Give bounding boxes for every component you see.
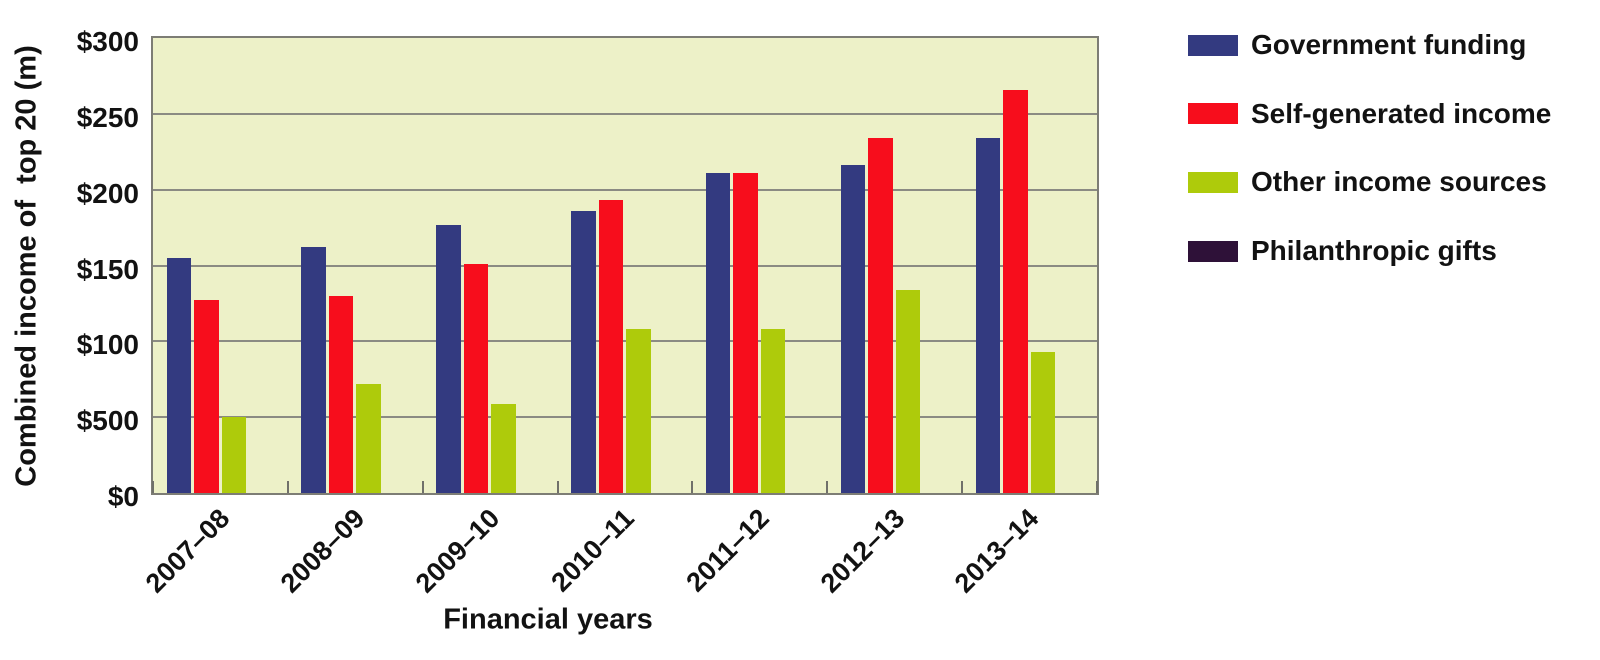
legend-label: Self-generated income: [1251, 97, 1552, 129]
bar-other-income-sources-2011-12: [760, 329, 786, 493]
bar-government-funding-2007-08: [166, 257, 191, 493]
y-tick-label: $500: [76, 405, 139, 437]
legend-label: Other income sources: [1251, 166, 1547, 198]
x-axis-tick: [286, 481, 289, 493]
y-tick-label: $150: [76, 253, 139, 285]
bar-self-generated-income-2012-13: [868, 138, 893, 493]
bar-government-funding-2012-13: [840, 165, 866, 493]
x-axis-tick: [421, 481, 424, 493]
legend-swatch: [1188, 103, 1238, 125]
x-category-label: 2010–11: [545, 503, 641, 598]
y-tick-label: $100: [76, 329, 139, 361]
gridline: [153, 264, 1097, 267]
gridline: [153, 188, 1097, 191]
x-category-label: 2011–12: [680, 503, 776, 598]
bar-self-generated-income-2007-08: [194, 300, 219, 493]
bar-government-funding-2013-14: [975, 138, 1001, 493]
bar-other-income-sources-2009-10: [491, 403, 516, 493]
legend-label: Government funding: [1251, 29, 1527, 60]
bar-other-income-sources-2013-14: [1030, 351, 1056, 493]
gridline: [153, 112, 1097, 115]
legend-item-self-generated-income: Self-generated income: [1188, 94, 1551, 134]
bar-self-generated-income-2009-10: [463, 263, 489, 493]
plot-area: [151, 36, 1099, 495]
bar-other-income-sources-2008-09: [356, 383, 381, 493]
x-axis-title: Financial years: [443, 603, 653, 636]
x-category-label: 2013–14: [949, 503, 1045, 599]
x-category-label: 2007–08: [140, 503, 236, 599]
y-tick-label: $0: [107, 481, 139, 512]
bar-self-generated-income-2011-12: [733, 172, 758, 493]
bar-government-funding-2011-12: [705, 172, 731, 493]
y-tick-label: $300: [76, 26, 139, 57]
x-axis-tick: [1096, 481, 1098, 493]
bar-other-income-sources-2010-11: [626, 329, 651, 493]
y-tick-label: $200: [76, 177, 139, 209]
x-axis-tick: [961, 481, 964, 493]
x-axis-tick: [152, 481, 154, 493]
x-axis-tick: [691, 481, 694, 493]
x-axis-tick: [556, 481, 559, 493]
legend-swatch: [1188, 240, 1238, 262]
gridline: [153, 340, 1097, 343]
legend-item-government-funding: Government funding: [1188, 25, 1526, 65]
bar-government-funding-2008-09: [301, 247, 326, 493]
x-category-label: 2008–09: [274, 503, 371, 599]
bar-other-income-sources-2007-08: [221, 417, 246, 493]
legend-swatch: [1188, 34, 1238, 56]
bar-other-income-sources-2012-13: [895, 289, 921, 493]
bar-government-funding-2009-10: [436, 224, 461, 493]
legend-item-philanthropic-gifts: Philanthropic gifts: [1188, 231, 1497, 271]
bar-government-funding-2010-11: [571, 210, 596, 493]
bar-self-generated-income-2013-14: [1003, 89, 1028, 493]
gridline: [153, 416, 1097, 419]
bar-self-generated-income-2008-09: [328, 295, 354, 493]
legend-swatch: [1188, 171, 1238, 193]
y-tick-label: $250: [76, 101, 139, 133]
x-axis-tick: [826, 481, 829, 493]
bar-self-generated-income-2010-11: [598, 200, 624, 493]
legend-item-other-income-sources: Other income sources: [1188, 162, 1547, 202]
legend-label: Philanthropic gifts: [1251, 235, 1497, 267]
x-category-label: 2009–10: [409, 503, 506, 599]
x-category-label: 2012–13: [814, 503, 910, 599]
